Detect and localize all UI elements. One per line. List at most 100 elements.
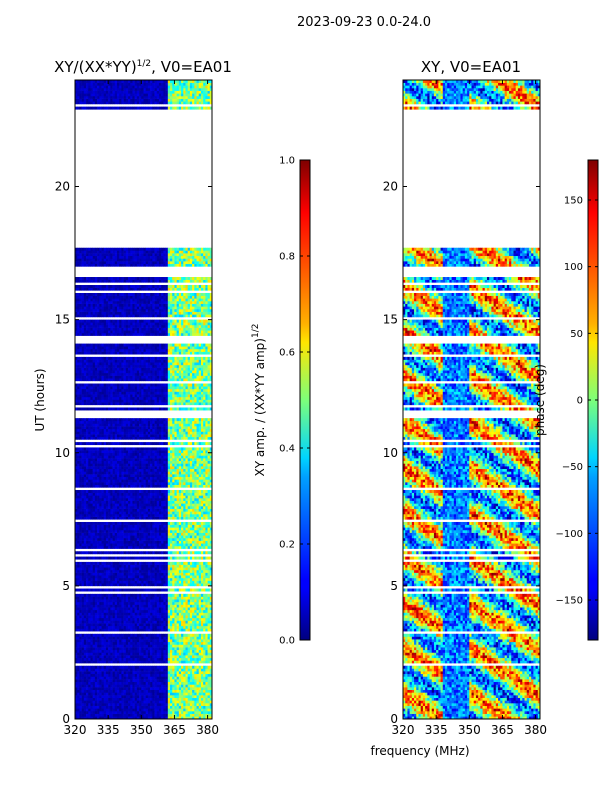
heatmap-cell xyxy=(108,529,111,533)
heatmap-cell xyxy=(83,569,87,573)
heatmap-cell xyxy=(172,580,175,584)
heatmap-cell xyxy=(110,607,113,611)
heatmap-cell xyxy=(165,495,169,499)
heatmap-cell xyxy=(86,684,89,688)
heatmap-cell xyxy=(75,524,78,528)
heatmap-cell xyxy=(75,529,78,533)
heatmap-cell xyxy=(94,516,98,520)
heatmap-cell xyxy=(94,641,98,645)
heatmap-cell xyxy=(203,623,206,627)
heatmap-cell xyxy=(92,639,96,643)
heatmap-cell xyxy=(189,628,193,632)
heatmap-cell xyxy=(143,524,147,528)
heatmap-cell xyxy=(185,660,188,664)
heatmap-cell xyxy=(165,492,169,496)
heatmap-cell xyxy=(172,564,175,568)
heatmap-cell xyxy=(172,676,175,680)
heatmap-cell xyxy=(94,498,98,501)
heatmap-cell xyxy=(125,484,129,488)
heatmap-cell xyxy=(114,535,118,539)
heatmap-cell xyxy=(178,633,182,637)
heatmap-cell xyxy=(125,498,129,501)
heatmap-cell xyxy=(86,676,89,680)
heatmap-cell xyxy=(170,607,173,611)
heatmap-cell xyxy=(128,660,131,664)
heatmap-cell xyxy=(112,660,116,664)
heatmap-cell xyxy=(156,657,160,661)
heatmap-cell xyxy=(165,521,169,525)
heatmap-cell xyxy=(172,700,175,704)
heatmap-cell xyxy=(185,508,188,512)
heatmap-cell xyxy=(209,692,212,696)
heatmap-cell xyxy=(114,689,118,693)
heatmap-cell xyxy=(90,625,93,629)
heatmap-cell xyxy=(147,513,151,517)
heatmap-cell xyxy=(108,508,111,512)
heatmap-cell xyxy=(154,676,158,680)
heatmap-cell xyxy=(79,567,82,571)
heatmap-cell xyxy=(141,716,144,719)
heatmap-cell xyxy=(150,508,153,512)
heatmap-cell xyxy=(86,687,89,691)
heatmap-cell xyxy=(196,532,200,536)
heatmap-cell xyxy=(163,537,166,541)
heatmap-cell xyxy=(90,513,93,517)
heatmap-cell xyxy=(92,687,96,691)
heatmap-cell xyxy=(205,705,208,709)
heatmap-cell xyxy=(97,684,100,688)
heatmap-cell xyxy=(114,593,118,597)
heatmap-cell xyxy=(165,623,169,627)
heatmap-cell xyxy=(200,537,204,541)
heatmap-cell xyxy=(136,681,140,685)
heatmap-cell xyxy=(194,511,197,515)
heatmap-cell xyxy=(158,588,162,592)
heatmap-cell xyxy=(163,687,166,691)
heatmap-cell xyxy=(130,623,133,627)
heatmap-cell xyxy=(130,628,133,632)
heatmap-cell xyxy=(174,564,177,568)
heatmap-row xyxy=(75,655,212,659)
heatmap-cell xyxy=(163,498,166,501)
heatmap-cell xyxy=(170,609,173,613)
heatmap-cell xyxy=(110,495,113,499)
heatmap-cell xyxy=(170,529,173,533)
heatmap-cell xyxy=(94,527,98,531)
heatmap-cell xyxy=(86,655,89,659)
heatmap-cell xyxy=(90,599,93,603)
heatmap-cell xyxy=(75,577,78,581)
heatmap-cell xyxy=(156,633,160,637)
heatmap-cell xyxy=(154,657,158,661)
heatmap-cell xyxy=(205,641,208,645)
heatmap-cell xyxy=(145,665,149,669)
heatmap-cell xyxy=(203,572,206,576)
heatmap-cell xyxy=(99,684,102,688)
heatmap-cell xyxy=(178,575,182,579)
heatmap-cell xyxy=(77,620,80,624)
heatmap-cell xyxy=(75,569,78,573)
heatmap-cell xyxy=(132,599,135,603)
heatmap-cell xyxy=(181,652,184,656)
heatmap-cell xyxy=(152,700,155,704)
heatmap-cell xyxy=(203,535,206,539)
heatmap-cell xyxy=(105,572,109,576)
heatmap-cell xyxy=(134,639,138,643)
heatmap-cell xyxy=(103,484,107,488)
heatmap-cell xyxy=(205,490,208,493)
heatmap-cell xyxy=(192,561,195,565)
heatmap-cell xyxy=(200,652,204,656)
heatmap-cell xyxy=(183,596,186,600)
heatmap-cell xyxy=(172,623,175,627)
heatmap-cell xyxy=(154,583,158,587)
heatmap-cell xyxy=(198,513,202,517)
heatmap-cell xyxy=(141,588,144,592)
heatmap-cell xyxy=(86,516,89,520)
heatmap-cell xyxy=(156,641,160,645)
heatmap-cell xyxy=(161,561,164,565)
heatmap-cell xyxy=(192,655,195,659)
heatmap-cell xyxy=(123,676,127,680)
heatmap-cell xyxy=(192,596,195,600)
heatmap-cell xyxy=(112,508,116,512)
heatmap-cell xyxy=(176,697,180,701)
heatmap-cell xyxy=(123,564,127,568)
heatmap-cell xyxy=(132,588,135,592)
